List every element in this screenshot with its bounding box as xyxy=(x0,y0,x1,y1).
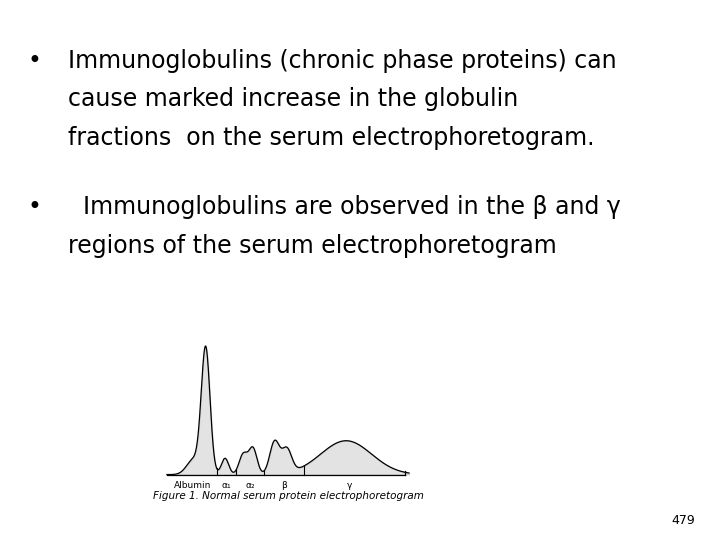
Text: γ: γ xyxy=(347,482,352,490)
Text: β: β xyxy=(281,482,287,490)
Text: Figure 1. Normal serum protein electrophoretogram: Figure 1. Normal serum protein electroph… xyxy=(153,491,423,501)
Text: cause marked increase in the globulin: cause marked increase in the globulin xyxy=(68,87,518,111)
Text: α₁: α₁ xyxy=(222,482,231,490)
Text: α₂: α₂ xyxy=(246,482,256,490)
Text: Immunoglobulins are observed in the β and γ: Immunoglobulins are observed in the β an… xyxy=(68,195,621,219)
Text: 479: 479 xyxy=(671,514,695,526)
Text: •: • xyxy=(27,49,41,72)
Text: •: • xyxy=(27,195,41,219)
Text: fractions  on the serum electrophoretogram.: fractions on the serum electrophoretogra… xyxy=(68,126,595,150)
Text: regions of the serum electrophoretogram: regions of the serum electrophoretogram xyxy=(68,234,557,258)
Text: Albumin: Albumin xyxy=(174,482,211,490)
Text: Immunoglobulins (chronic phase proteins) can: Immunoglobulins (chronic phase proteins)… xyxy=(68,49,617,72)
